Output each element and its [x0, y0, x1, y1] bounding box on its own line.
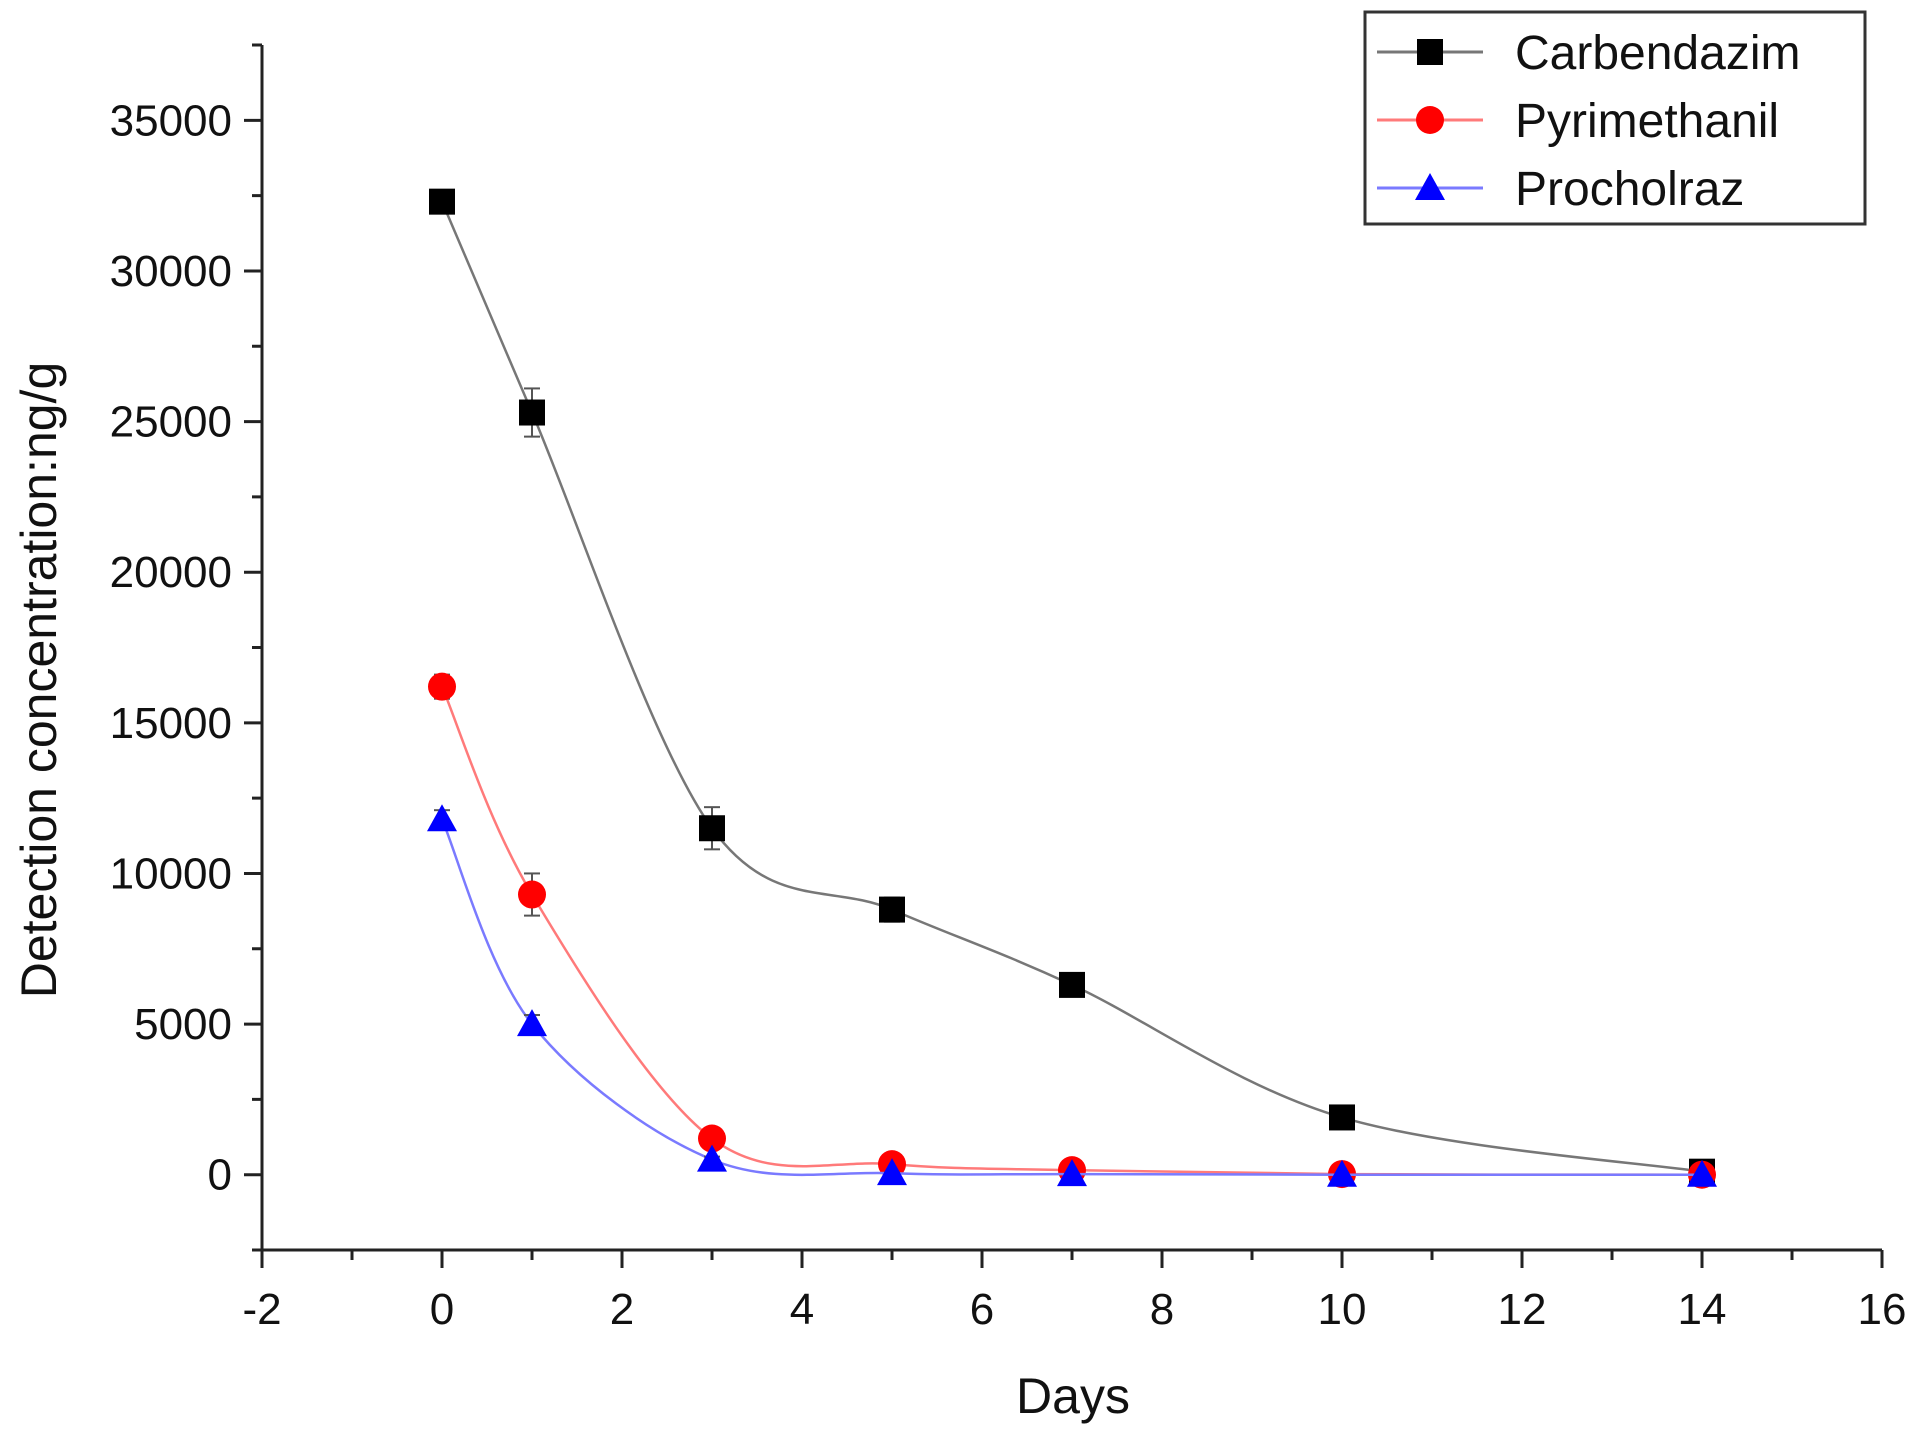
data-point	[427, 804, 457, 832]
legend-marker	[1417, 39, 1443, 65]
data-point	[879, 896, 905, 923]
y-tick-label: 20000	[110, 548, 232, 597]
x-tick-label: -2	[242, 1285, 281, 1334]
data-point	[429, 188, 455, 215]
data-point	[1329, 1104, 1355, 1131]
x-tick-label: 10	[1318, 1285, 1367, 1334]
x-tick-label: 16	[1858, 1285, 1907, 1334]
legend-marker	[1415, 173, 1445, 200]
data-point	[877, 1158, 907, 1186]
data-point	[1327, 1159, 1357, 1187]
legend-box	[1363, 10, 1867, 226]
x-tick-label: 6	[970, 1285, 994, 1334]
data-point	[698, 1124, 726, 1153]
y-tick-label: 5000	[134, 1000, 232, 1049]
x-axis-title: Days	[1016, 1368, 1130, 1424]
x-tick-label: 4	[790, 1285, 814, 1334]
data-point	[519, 399, 545, 426]
data-point	[1687, 1159, 1717, 1187]
series-line	[440, 686, 1703, 1176]
series-procholraz	[427, 804, 1717, 1187]
y-tick-label: 30000	[110, 247, 232, 296]
x-tick-label: 14	[1678, 1285, 1727, 1334]
x-tick-label: 2	[610, 1285, 634, 1334]
y-tick-label: 25000	[110, 398, 232, 447]
series-pyrimethanil	[428, 672, 1716, 1189]
y-tick-label: 10000	[110, 849, 232, 898]
y-tick-label: 15000	[110, 699, 232, 748]
data-point	[699, 815, 725, 842]
series-layer	[427, 188, 1717, 1189]
data-point	[1057, 1159, 1087, 1187]
legend-marker	[1416, 106, 1444, 134]
data-point	[518, 880, 546, 909]
data-point	[697, 1144, 727, 1172]
legend-label: Carbendazim	[1515, 27, 1800, 80]
x-tick-label: 12	[1498, 1285, 1547, 1334]
axes: -2 0 2 4 6 8 10 12 14 16 0 5000 10000 15000 20000 25000…	[110, 43, 1907, 1334]
y-tick-label: 0	[208, 1151, 232, 1200]
series-carbendazim	[429, 188, 1715, 1185]
legend-label: Pyrimethanil	[1515, 95, 1779, 148]
data-point	[428, 672, 456, 701]
x-tick-label: 8	[1150, 1285, 1174, 1334]
legend-label: Procholraz	[1515, 163, 1744, 216]
data-point	[517, 1009, 547, 1037]
legend: Carbendazim Pyrimethanil Procholraz	[1363, 10, 1867, 226]
series-line	[440, 201, 1703, 1173]
data-point	[1059, 971, 1085, 998]
y-axis-title: Detection concentration:ng/g	[11, 362, 67, 999]
y-tick-label: 35000	[110, 96, 232, 145]
x-tick-label: 0	[430, 1285, 454, 1334]
